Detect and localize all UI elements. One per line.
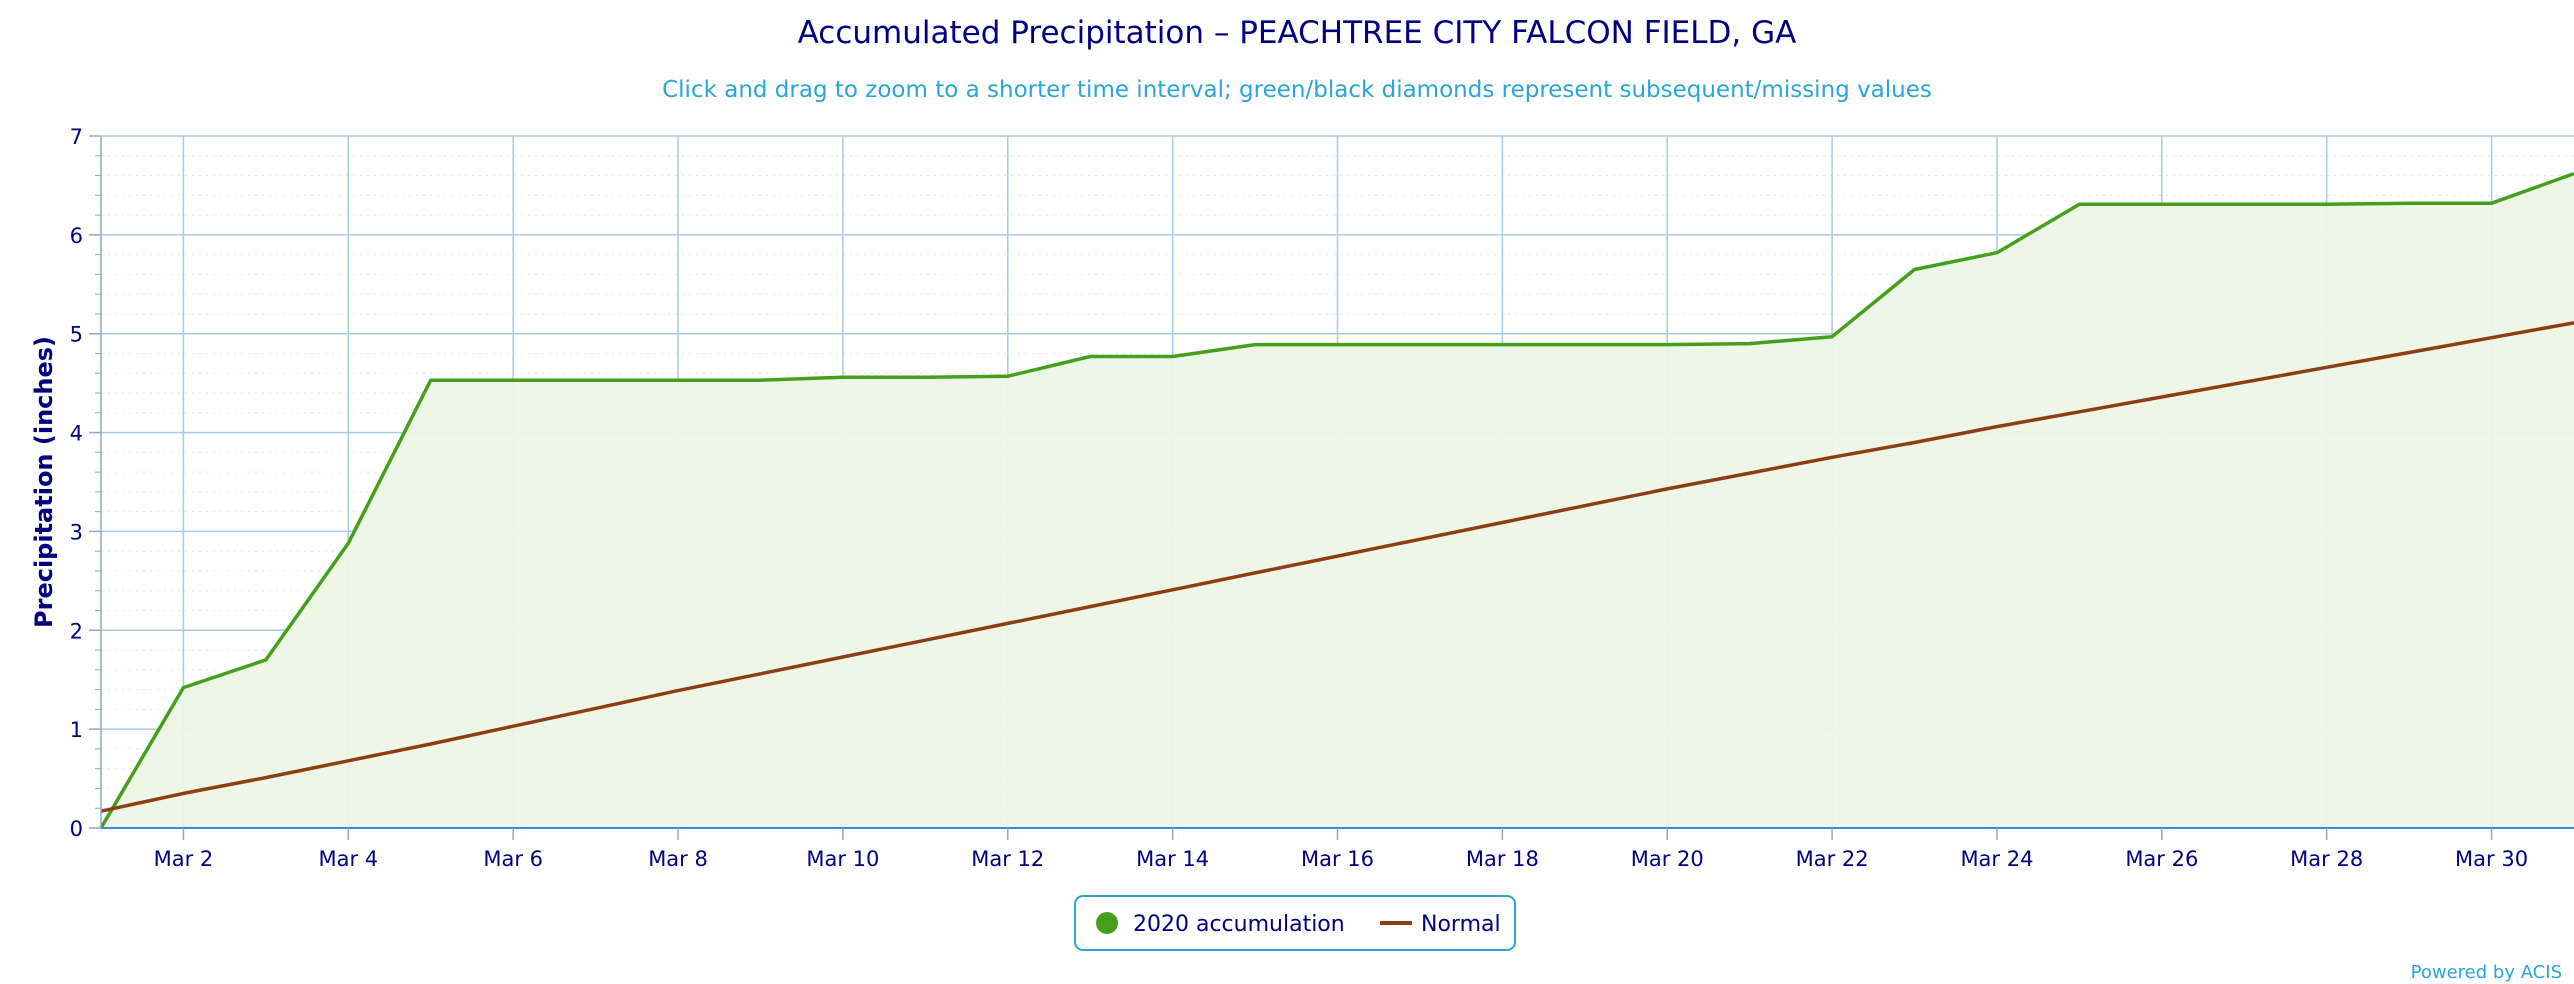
data-point	[346, 759, 350, 763]
data-point	[511, 378, 515, 382]
data-point	[923, 638, 927, 642]
data-point	[1336, 554, 1340, 558]
data-point	[758, 378, 762, 382]
data-point	[181, 686, 185, 690]
y-tick-label: 7	[70, 125, 83, 149]
data-point	[1665, 343, 1669, 347]
legend-label-normal: Normal	[1421, 912, 1501, 937]
data-point	[1500, 343, 1504, 347]
data-point	[2077, 202, 2081, 206]
x-tick-label: Mar 18	[1466, 847, 1539, 871]
data-point	[2407, 350, 2411, 354]
data-point	[2242, 202, 2246, 206]
data-point	[758, 672, 762, 676]
data-point	[1748, 471, 1752, 475]
data-point	[1748, 342, 1752, 346]
data-point	[1418, 343, 1422, 347]
data-point	[1088, 605, 1092, 609]
data-point	[1583, 504, 1587, 508]
data-point	[181, 791, 185, 795]
chart-title: Accumulated Precipitation – PEACHTREE CI…	[798, 15, 1797, 51]
legend-box	[1074, 895, 1516, 951]
data-point	[1995, 425, 1999, 429]
data-point	[1913, 440, 1917, 444]
data-point	[923, 375, 927, 379]
series-area-0	[101, 173, 2574, 829]
accumulation-area	[101, 173, 2574, 829]
data-point	[1583, 343, 1587, 347]
y-tick-label: 2	[70, 619, 83, 643]
data-point	[2490, 336, 2494, 340]
data-point	[1088, 354, 1092, 358]
y-tick-label: 5	[70, 323, 83, 347]
data-point	[676, 689, 680, 693]
x-tick-label: Mar 10	[806, 847, 879, 871]
x-tick-label: Mar 20	[1631, 847, 1704, 871]
data-point	[2407, 201, 2411, 205]
x-tick-label: Mar 28	[2290, 847, 2363, 871]
data-point	[264, 658, 268, 662]
y-tick-label: 0	[70, 817, 83, 841]
x-tick-label: Mar 12	[971, 847, 1044, 871]
x-tick-label: Mar 8	[648, 847, 708, 871]
data-point	[2490, 201, 2494, 205]
y-tick-label: 4	[70, 422, 83, 446]
series-lines	[99, 171, 2574, 829]
y-tick-label: 6	[70, 224, 83, 248]
data-point	[1171, 354, 1175, 358]
data-point	[1830, 335, 1834, 339]
data-point	[1253, 571, 1257, 575]
chart-subtitle: Click and drag to zoom to a shorter time…	[662, 77, 1932, 103]
data-point	[2077, 410, 2081, 414]
x-tick-label: Mar 4	[318, 847, 378, 871]
data-point	[511, 724, 515, 728]
x-tick-label: Mar 6	[483, 847, 543, 871]
x-tick-label: Mar 26	[2125, 847, 2198, 871]
y-tick-label: 3	[70, 520, 83, 544]
data-point	[1253, 343, 1257, 347]
data-point	[1418, 537, 1422, 541]
data-point	[2160, 395, 2164, 399]
data-point	[1830, 455, 1834, 459]
data-point	[594, 706, 598, 710]
data-point	[841, 655, 845, 659]
data-point	[2160, 202, 2164, 206]
x-tick-label: Mar 30	[2455, 847, 2528, 871]
data-point	[1995, 251, 1999, 255]
data-point	[1500, 521, 1504, 525]
data-point	[429, 378, 433, 382]
x-tick-label: Mar 24	[1960, 847, 2033, 871]
data-point	[1336, 343, 1340, 347]
series-line-1	[100, 321, 2574, 813]
data-point	[1665, 487, 1669, 491]
x-axis-ticks: Mar 2 Mar 4 Mar 6 Mar 8 Mar 10 Mar 12 Mar 14 Ma…	[154, 828, 2528, 871]
data-point	[2325, 202, 2329, 206]
legend-label-2020: 2020 accumulation	[1133, 912, 1345, 937]
data-point	[841, 375, 845, 379]
x-tick-label: Mar 16	[1301, 847, 1374, 871]
y-tick-label: 1	[70, 718, 83, 742]
data-point	[1171, 588, 1175, 592]
x-tick-label: Mar 22	[1796, 847, 1869, 871]
x-tick-label: Mar 14	[1136, 847, 1209, 871]
data-point	[1006, 374, 1010, 378]
series-line-0	[99, 171, 2574, 829]
data-point	[346, 541, 350, 545]
data-point	[2242, 380, 2246, 384]
data-point	[2325, 365, 2329, 369]
y-axis-ticks: 0 1 2 3 4 5 6 7	[70, 125, 101, 841]
x-tick-label: Mar 2	[154, 847, 214, 871]
data-point	[676, 378, 680, 382]
data-point	[429, 742, 433, 746]
data-point	[264, 776, 268, 780]
data-point	[1006, 621, 1010, 625]
data-point	[1913, 267, 1917, 271]
legend-marker-2020	[1096, 912, 1118, 934]
legend: 2020 accumulation Normal	[1074, 895, 1516, 951]
data-point	[594, 378, 598, 382]
credit-text[interactable]: Powered by ACIS	[2411, 962, 2562, 983]
y-axis-label: Precipitation (inches)	[30, 336, 58, 628]
